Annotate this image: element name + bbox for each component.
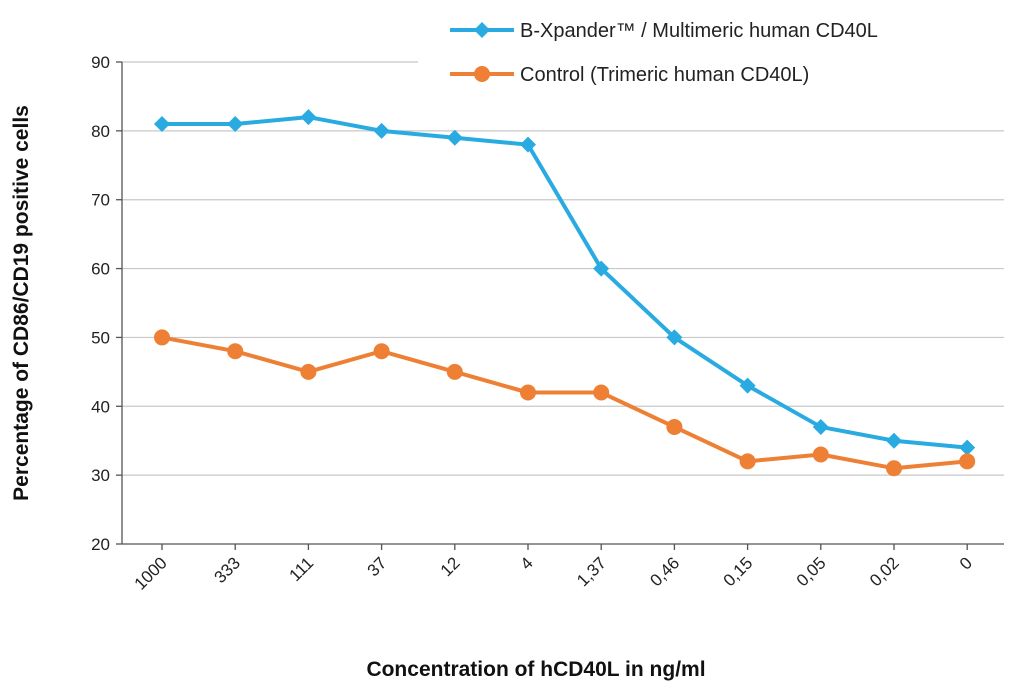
data-point-marker: [593, 260, 610, 277]
y-tick-label: 70: [91, 191, 110, 210]
data-point-marker: [446, 363, 463, 380]
data-point-marker: [593, 384, 610, 401]
data-point-marker: [373, 343, 390, 360]
legend: B-Xpander™ / Multimeric human CD40L Contr…: [450, 20, 878, 86]
data-point-marker: [227, 343, 244, 360]
y-tick-label: 20: [91, 535, 110, 554]
x-tick-label: 12: [437, 553, 464, 580]
x-tick-label: 1000: [131, 553, 171, 593]
x-tick-label: 0,46: [646, 553, 683, 590]
y-axis-title: Percentage of CD86/CD19 positive cells: [10, 105, 33, 501]
x-tick-label: 37: [364, 553, 391, 580]
x-tick-label: 111: [286, 553, 318, 585]
data-point-marker: [739, 453, 756, 470]
data-point-marker: [300, 109, 317, 126]
x-tick-label: 0,02: [866, 553, 903, 590]
data-point-marker: [373, 122, 390, 139]
series-line: [161, 335, 968, 471]
data-point-marker: [300, 363, 317, 380]
y-tick-label: 90: [91, 53, 110, 72]
series-2: [154, 329, 976, 477]
y-tick-label: 50: [91, 328, 110, 347]
data-point-marker: [959, 439, 976, 456]
data-point-marker: [520, 136, 536, 153]
x-axis-title: Concentration of hCD40L in ng/ml: [366, 658, 705, 681]
data-point-marker: [446, 129, 463, 146]
x-tick-label: 4: [517, 553, 537, 573]
data-point-marker: [520, 384, 536, 401]
legend-item-2: Control (Trimeric human CD40L): [450, 64, 809, 86]
data-point-marker: [886, 460, 902, 477]
data-point-marker: [666, 329, 683, 346]
data-point-marker: [666, 418, 683, 435]
data-point-marker: [812, 446, 829, 463]
x-tick-label: 0: [956, 553, 976, 573]
y-tick-label: 40: [91, 397, 110, 416]
data-point-marker: [886, 432, 902, 449]
series-1: [154, 109, 976, 456]
data-point-marker: [154, 115, 170, 132]
legend-item-1: B-Xpander™ / Multimeric human CD40L: [450, 20, 878, 42]
legend-label: B-Xpander™ / Multimeric human CD40L: [520, 20, 878, 42]
data-point-marker: [959, 453, 976, 470]
x-tick-label: 0,15: [720, 553, 757, 590]
x-tick-label: 333: [211, 553, 244, 586]
y-tick-label: 80: [91, 122, 110, 141]
data-point-marker: [227, 115, 244, 132]
x-tick-label: 0,05: [793, 553, 830, 590]
series-line: [162, 115, 968, 450]
data-point-marker: [812, 418, 829, 435]
data-point-marker: [474, 22, 490, 38]
data-point-marker: [474, 66, 490, 82]
x-tick-labels: 1000 333 111 37 12 4 1,37 0,46 0,15 0,05 0,02 0: [131, 553, 976, 593]
y-tick-label: 60: [91, 260, 110, 279]
y-tick-label: 30: [91, 466, 110, 485]
series-group: [154, 109, 976, 477]
data-point-marker: [154, 329, 170, 346]
data-point-marker: [739, 377, 756, 394]
x-tick-label: 1,37: [573, 553, 610, 590]
y-tick-labels: 20 30 40 50 60 70 80 90: [91, 53, 110, 554]
axes: [116, 61, 1004, 550]
legend-label: Control (Trimeric human CD40L): [520, 64, 809, 86]
gridlines: [122, 61, 1004, 476]
